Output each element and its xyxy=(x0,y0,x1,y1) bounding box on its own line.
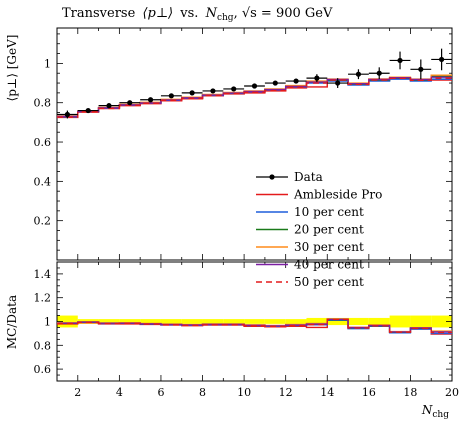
ratio-y-tick-label: 1.2 xyxy=(34,292,52,305)
ratio-band-bin xyxy=(202,319,224,324)
data-point xyxy=(376,70,382,76)
data-point xyxy=(314,75,320,81)
data-point xyxy=(439,56,445,63)
ratio-band-bin xyxy=(181,319,203,324)
mc-line-50-per-cent xyxy=(57,77,452,118)
data-point xyxy=(147,97,154,103)
x-tick-label: 2 xyxy=(74,386,81,399)
legend-label: 40 per cent xyxy=(294,258,364,272)
ratio-band-bin xyxy=(368,317,390,326)
data-point xyxy=(293,78,299,84)
ratio-band-bin xyxy=(327,317,349,326)
ratio-plot-panel: 0.6 0.8 1 1.2 1.4 2 4 6 8 10 12 14 16 18 20 xyxy=(34,261,459,399)
legend-label: 30 per cent xyxy=(294,240,364,254)
data-point xyxy=(231,86,237,92)
ratio-band-bin xyxy=(223,319,245,324)
legend-label: 50 per cent xyxy=(294,275,364,289)
ratio-band-bin xyxy=(140,319,161,324)
ratio-band-bin xyxy=(389,315,411,328)
ratio-y-axis-label: MC/Data xyxy=(5,295,19,349)
x-tick-label: 6 xyxy=(157,386,164,399)
x-tick-label: 12 xyxy=(279,386,293,399)
x-tick-label: 8 xyxy=(199,386,206,399)
x-tick-label: 18 xyxy=(403,386,417,399)
x-tick-label: 4 xyxy=(116,386,123,399)
ratio-band-bin xyxy=(57,315,78,328)
data-point xyxy=(418,66,424,72)
legend: Data Ambleside Pro 10 per cent 20 per cent 3… xyxy=(256,170,382,289)
ratio-y-tick-label: 1.4 xyxy=(34,268,52,281)
data-point xyxy=(106,103,112,109)
data-point xyxy=(127,100,133,106)
data-point xyxy=(210,88,216,94)
main-frame xyxy=(56,27,453,261)
ratio-y-tick-label: 0.8 xyxy=(34,339,52,352)
ratio-y-tick-label: 0.6 xyxy=(34,363,52,376)
ratio-band-bin xyxy=(410,315,432,328)
x-tick-label: 10 xyxy=(237,386,251,399)
data-point xyxy=(189,90,195,96)
ratio-line-50-per-cent xyxy=(57,318,452,334)
x-tick-label: 20 xyxy=(445,386,459,399)
ratio-band-bin xyxy=(431,315,452,328)
main-y-axis-label: ⟨p⊥⟩ [GeV] xyxy=(5,35,19,102)
mc-line-30-per-cent xyxy=(57,74,452,117)
data-point xyxy=(64,111,70,118)
data-point xyxy=(355,71,362,77)
data-point xyxy=(335,80,341,86)
ratio-band-bin xyxy=(285,319,307,324)
legend-label: Ambleside Pro xyxy=(293,188,382,202)
ratio-band-bin xyxy=(306,317,328,326)
legend-marker-data-point xyxy=(269,174,275,180)
x-tick-label: 14 xyxy=(320,386,334,399)
legend-label: Data xyxy=(294,170,323,184)
main-y-tick-label: 0.8 xyxy=(34,97,52,110)
main-y-tick-label: 0.2 xyxy=(34,215,52,228)
main-y-tick-label: 0.4 xyxy=(34,175,52,188)
ratio-band-bin xyxy=(160,319,182,324)
mc-line-20-per-cent xyxy=(57,75,452,118)
main-plot-panel: 0.2 0.4 0.6 0.8 1 xyxy=(34,27,453,261)
x-axis-label: Nchg xyxy=(421,403,449,420)
data-point xyxy=(272,80,278,86)
legend-label: 20 per cent xyxy=(294,223,364,237)
main-y-tick-label: 1 xyxy=(44,57,51,70)
data-point xyxy=(251,83,258,89)
ratio-band-bin xyxy=(244,319,265,324)
data-point xyxy=(85,107,91,114)
ratio-band-bin xyxy=(348,317,369,326)
ratio-band-bin xyxy=(98,319,120,324)
main-y-tick-label: 0.6 xyxy=(34,136,52,149)
data-point xyxy=(168,93,174,99)
x-tick-label: 16 xyxy=(362,386,376,399)
data-point xyxy=(397,57,403,64)
chart-title: Transverse ⟨p⊥⟩ vs. Nchg, √s = 900 GeV xyxy=(62,6,333,23)
mc-line-40-per-cent xyxy=(57,76,452,118)
ratio-y-tick-label: 1 xyxy=(44,316,51,329)
ratio-band-bin xyxy=(119,319,141,324)
legend-label: 10 per cent xyxy=(294,205,364,219)
ratio-band-bin xyxy=(264,319,286,324)
